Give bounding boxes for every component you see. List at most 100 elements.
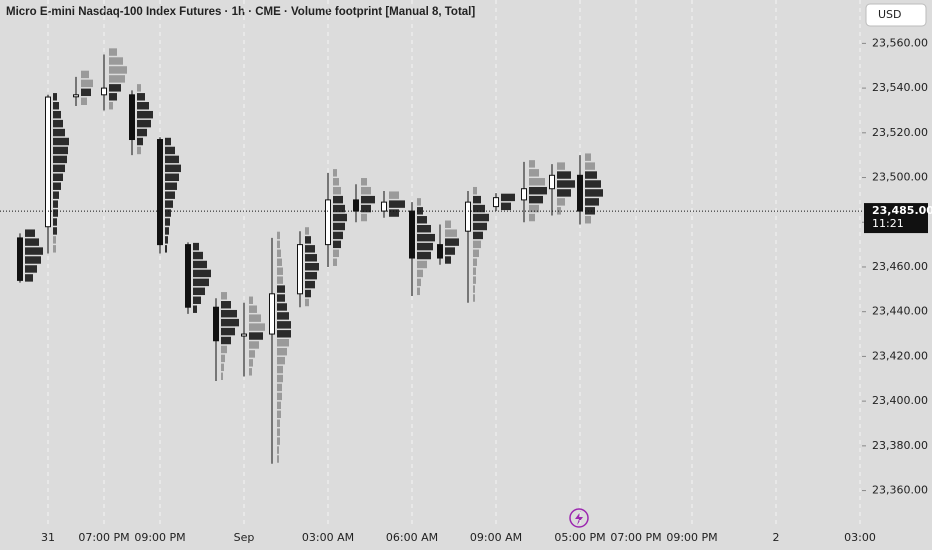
x-tick-label: Sep [234,531,255,544]
currency-button[interactable] [865,3,927,27]
footprint-bar [473,195,481,204]
footprint-bar [557,162,565,170]
footprint-bar [417,287,420,296]
footprint-bar [53,93,57,101]
footprint-bar [361,178,367,186]
footprint-bar [193,287,205,296]
footprint-bar [529,213,535,222]
footprint-bar [417,260,427,269]
footprint-bar [277,285,285,293]
footprint-bar [109,84,121,92]
y-tick-label: 23,500.00 [872,171,928,184]
footprint-bar [305,289,311,298]
footprint-bar [277,347,287,356]
footprint-bar [165,137,171,146]
footprint-bar [417,278,421,287]
footprint-bar [193,251,203,260]
x-tick-label: 09:00 PM [666,531,717,544]
footprint-bar [53,102,59,110]
footprint-bar [53,155,67,164]
footprint-bar [277,374,283,383]
footprint-bar [165,173,179,182]
x-tick-label: 05:00 PM [554,531,605,544]
last-price-box [864,203,928,234]
footprint-bar [277,303,287,311]
footprint-bar [445,256,451,264]
footprint-bar [165,191,175,199]
footprint-bar [305,254,317,262]
footprint-bar [165,182,177,190]
footprint-bar [361,204,371,213]
footprint-bar [585,207,595,215]
footprint-bar [53,119,63,128]
footprint-bar [109,48,117,56]
footprint-bar [249,368,252,376]
candle-body [549,174,555,190]
footprint-bar [137,84,141,92]
footprint-bar [333,231,343,240]
countdown-label: 11:21 [872,217,904,230]
footprint-bar [277,410,281,419]
footprint-bar [305,245,315,253]
footprint-bar [53,236,56,244]
x-tick-label: 31 [41,531,55,544]
y-tick-label: 23,460.00 [872,260,928,273]
candle-body [17,237,23,281]
candle-body [213,306,219,342]
footprint-bar [473,231,483,240]
candle-body [185,244,191,308]
footprint-bar [501,202,511,211]
footprint-bar [501,193,515,202]
footprint-bar [277,312,289,320]
footprint-bar [389,209,399,217]
x-tick-label: 09:00 PM [134,531,185,544]
candle-body [73,94,79,98]
footprint-bar [417,269,423,278]
candle-body [577,174,583,212]
footprint-bar [53,218,57,226]
footprint-bar [417,216,427,224]
footprint-bar [473,222,487,231]
footprint-bar [361,195,375,204]
footprint-bar [193,260,207,269]
footprint-bar [585,216,591,224]
footprint-bar [529,178,545,186]
footprint-bar [445,229,457,237]
footprint-bar [277,294,285,302]
footprint-bar [445,220,451,228]
footprint-bar [109,66,127,74]
footprint-bar [277,276,283,284]
footprint-bar [277,446,279,454]
footprint-bar [53,200,58,208]
footprint-bar [333,249,339,258]
footprint-bar [305,280,315,289]
footprint-bar [249,305,257,313]
footprint-bar [333,195,343,204]
footprint-bar [473,240,481,249]
footprint-bar [165,155,179,164]
footprint-bar [165,245,167,253]
footprint-bar [25,229,35,237]
y-tick-label: 23,540.00 [872,81,928,94]
footprint-bar [277,383,282,392]
candle-body [521,188,527,201]
footprint-bar [165,164,181,173]
footprint-bar [529,160,535,168]
footprint-bar [137,128,147,137]
y-tick-label: 23,360.00 [872,484,928,497]
footprint-bar [417,251,431,260]
footprint-bar [333,258,337,266]
candle-body [129,94,135,141]
footprint-bar [277,455,279,463]
footprint-bar [417,233,435,242]
footprint-bar [277,365,283,374]
footprint-bar [529,169,539,177]
currency-label[interactable]: USD [878,8,902,21]
footprint-bar [25,238,39,246]
footprint-bar [109,102,113,110]
footprint-bar [81,70,89,79]
event-icon[interactable] [569,508,589,528]
footprint-bar [53,137,69,146]
